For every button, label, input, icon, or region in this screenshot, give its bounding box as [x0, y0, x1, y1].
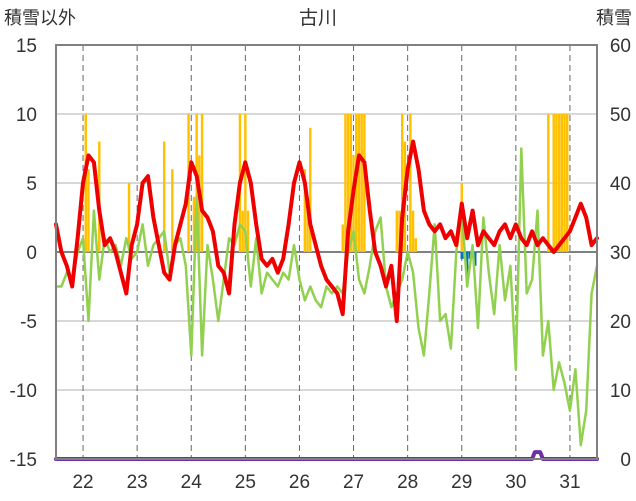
x-tick-label: 27 — [343, 472, 364, 493]
precipitation-bar — [127, 183, 131, 252]
y-left-tick-label: 15 — [16, 36, 37, 57]
precipitation-bar — [162, 141, 166, 252]
precipitation-bar — [360, 114, 363, 252]
y-left-tick-label: 10 — [16, 105, 37, 126]
x-tick-label: 23 — [127, 472, 148, 493]
temperature-line — [54, 139, 599, 323]
precipitation-bar — [414, 238, 417, 252]
precipitation-bar — [87, 169, 90, 252]
precipitation-bar — [341, 224, 344, 252]
precipitation-bar — [349, 114, 353, 252]
x-tick-label: 22 — [72, 472, 93, 493]
y-axis-left-label: 積雪以外 — [4, 8, 76, 28]
precipitation-bar — [192, 196, 196, 252]
snowmelt-bar — [474, 252, 477, 266]
precipitation-bar — [84, 114, 87, 252]
precipitation-bar — [344, 114, 347, 252]
y-right-tick-label: 30 — [610, 243, 631, 264]
precipitation-bar — [411, 210, 415, 252]
precipitation-bar — [566, 114, 569, 252]
x-tick-label: 29 — [451, 472, 472, 493]
x-tick-label: 31 — [559, 472, 580, 493]
precipitation-bar — [357, 114, 361, 252]
precipitation-bar — [395, 210, 399, 252]
precipitation-bar — [309, 127, 312, 252]
chart-title: 古川 — [299, 7, 337, 29]
plot-frame — [55, 44, 598, 460]
precipitation-bar — [171, 169, 174, 252]
precipitation-bar — [363, 114, 366, 252]
y-right-tick-label: 20 — [610, 312, 631, 333]
precipitation-bar — [409, 114, 412, 252]
precipitation-bar — [401, 114, 404, 252]
y-axis-right-label: 積雪 — [596, 8, 632, 28]
y-right-tick-label: 60 — [610, 36, 631, 57]
precipitation-bar — [547, 114, 550, 252]
precipitation-bar — [303, 169, 307, 252]
precipitation-bar — [563, 114, 566, 252]
precipitation-bar — [306, 210, 309, 252]
precipitation-bar — [241, 210, 244, 252]
precipitation-bar — [555, 114, 558, 252]
y-right-tick-label: 0 — [620, 450, 631, 471]
y-right-tick-label: 40 — [610, 174, 631, 195]
x-tick-label: 28 — [397, 472, 418, 493]
y-left-tick-label: 0 — [26, 243, 37, 264]
precipitation-bar — [246, 210, 250, 252]
y-left-tick-label: -10 — [10, 381, 37, 402]
precipitation-bar — [557, 114, 561, 252]
x-tick-label: 26 — [289, 472, 310, 493]
precipitation-bar — [346, 114, 350, 252]
y-left-tick-label: -5 — [20, 312, 37, 333]
y-right-tick-label: 10 — [610, 381, 631, 402]
x-tick-label: 30 — [505, 472, 526, 493]
snowmelt-bar — [468, 252, 472, 259]
y-right-tick-label: 50 — [610, 105, 631, 126]
y-left-tick-label: -15 — [10, 450, 37, 471]
x-tick-label: 25 — [235, 472, 256, 493]
precipitation-bar — [552, 114, 555, 252]
precipitation-bar — [244, 114, 247, 252]
x-tick-label: 24 — [181, 472, 203, 493]
y-left-tick-label: 5 — [26, 174, 37, 195]
snowmelt-bar — [460, 252, 463, 259]
precipitation-bar — [200, 114, 204, 252]
wind-line — [54, 147, 599, 447]
precipitation-bar — [560, 114, 564, 252]
